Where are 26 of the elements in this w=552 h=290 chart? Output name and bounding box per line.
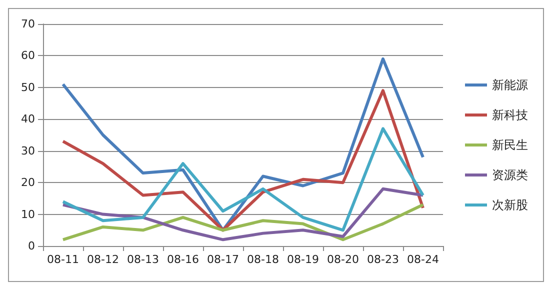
y-tick-label: 60 [21,49,35,62]
x-tick-label: 08-11 [47,253,79,266]
x-tick-label: 08-16 [167,253,199,266]
y-tick-label: 30 [21,144,35,158]
line-series [62,187,424,242]
y-tick-label: 10 [21,208,35,221]
legend-label: 新能源 [492,78,528,92]
legend-label: 新科技 [492,108,528,122]
line-series [62,127,424,232]
legend-label: 次新股 [492,198,528,212]
line-series [62,203,424,242]
legend-label: 新民生 [492,138,528,152]
x-tick-label: 08-19 [287,253,319,266]
x-tick-label: 08-24 [407,253,439,266]
x-tick-label: 08-18 [247,253,279,266]
y-tick-label: 0 [28,240,35,252]
y-tick-label: 70 [21,18,35,30]
y-tick-label: 20 [21,176,35,190]
y-tick-label: 50 [21,80,35,94]
x-tick-label: 08-17 [207,253,239,266]
x-tick-label: 08-20 [327,253,359,266]
legend-label: 资源类 [492,168,528,182]
y-tick-label: 40 [21,112,35,126]
x-tick-label: 08-12 [87,253,119,266]
x-tick-label: 08-13 [127,253,159,266]
x-tick-label: 08-23 [367,253,399,266]
